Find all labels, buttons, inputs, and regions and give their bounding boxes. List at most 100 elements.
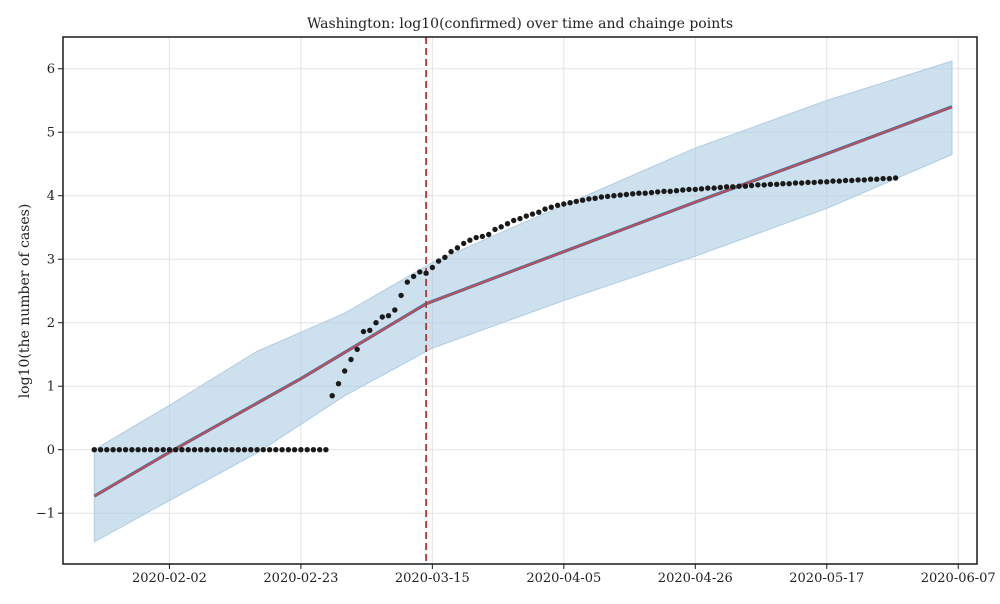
data-point [135, 447, 141, 453]
data-point [817, 179, 824, 185]
data-point [410, 273, 417, 280]
data-point [592, 195, 598, 201]
data-point [461, 240, 467, 247]
data-point [210, 447, 216, 453]
data-point [379, 314, 385, 320]
data-point [692, 186, 698, 193]
data-point [886, 175, 893, 182]
data-point [423, 270, 429, 276]
data-point [849, 177, 855, 184]
data-point [317, 447, 323, 453]
data-point [561, 201, 567, 207]
data-point [529, 211, 536, 217]
data-point [874, 176, 880, 182]
data-point [160, 447, 166, 453]
data-point [467, 237, 473, 243]
data-point [279, 447, 285, 453]
data-point [711, 185, 717, 191]
data-point [97, 447, 104, 453]
x-tick-label: 2020-02-02 [132, 571, 207, 586]
data-point [836, 178, 842, 184]
data-point [617, 192, 623, 198]
data-point [767, 181, 774, 187]
x-tick-label: 2020-02-23 [263, 571, 338, 586]
y-tick-label: 1 [47, 380, 55, 395]
data-point [492, 226, 498, 233]
data-point [648, 189, 655, 196]
data-point [661, 188, 667, 194]
data-point [216, 447, 223, 453]
x-tick-label: 2020-04-26 [658, 571, 733, 586]
data-point [392, 307, 398, 313]
data-point [91, 447, 98, 453]
data-point [511, 217, 517, 224]
data-point [504, 221, 511, 227]
data-point [880, 175, 886, 182]
data-point [147, 447, 154, 453]
data-point [774, 181, 780, 187]
data-point [642, 190, 648, 196]
data-point [867, 176, 874, 182]
data-point [673, 188, 680, 194]
data-point [655, 189, 661, 195]
data-point [260, 447, 266, 453]
x-tick-label: 2020-05-17 [789, 571, 864, 586]
data-point [805, 179, 811, 186]
data-point [110, 447, 116, 453]
data-point [179, 447, 185, 453]
data-point [116, 447, 123, 453]
data-point [742, 183, 749, 189]
x-axis-ticks: 2020-02-02 2020-02-23 2020-03-15 2020-04-05… [132, 564, 996, 586]
data-point [717, 184, 723, 191]
data-point [498, 224, 504, 230]
data-point [680, 187, 686, 193]
trend-line [93, 105, 953, 497]
data-point [755, 182, 761, 188]
y-axis-label: log10(the number of cases) [17, 204, 33, 399]
data-point [861, 177, 867, 183]
uncertainty-band [93, 60, 953, 543]
data-point [523, 213, 529, 219]
x-tick-label: 2020-04-05 [526, 571, 601, 586]
data-point [573, 198, 579, 205]
data-point [266, 447, 273, 453]
data-point [830, 178, 836, 184]
data-point [799, 180, 805, 186]
data-point [229, 447, 235, 453]
y-axis-ticks: −1 0 1 2 3 4 5 6 [36, 62, 63, 522]
data-point [454, 245, 461, 251]
data-point [598, 194, 605, 200]
data-point [486, 231, 492, 238]
data-point [104, 447, 110, 453]
data-point [173, 447, 179, 453]
data-point [435, 258, 442, 264]
data-point [198, 447, 204, 453]
data-point [248, 447, 254, 453]
confidence-band [93, 60, 953, 543]
data-point [291, 447, 298, 453]
data-point [254, 447, 260, 453]
data-point [473, 234, 479, 241]
data-point [479, 233, 486, 240]
data-point [298, 447, 304, 453]
data-point [611, 193, 617, 199]
data-point [824, 179, 830, 185]
data-point [204, 447, 210, 453]
data-point [792, 180, 799, 186]
data-point [636, 190, 642, 196]
data-point [342, 368, 348, 374]
data-point [185, 447, 191, 453]
data-point [191, 447, 198, 453]
data-point [723, 184, 730, 190]
data-point [748, 182, 755, 189]
data-point [705, 185, 711, 191]
data-point [780, 181, 786, 187]
data-point [698, 186, 705, 192]
data-point [623, 191, 630, 198]
y-tick-label: 6 [47, 62, 55, 77]
data-point [548, 204, 554, 210]
data-point [122, 447, 129, 453]
data-point [686, 186, 692, 193]
